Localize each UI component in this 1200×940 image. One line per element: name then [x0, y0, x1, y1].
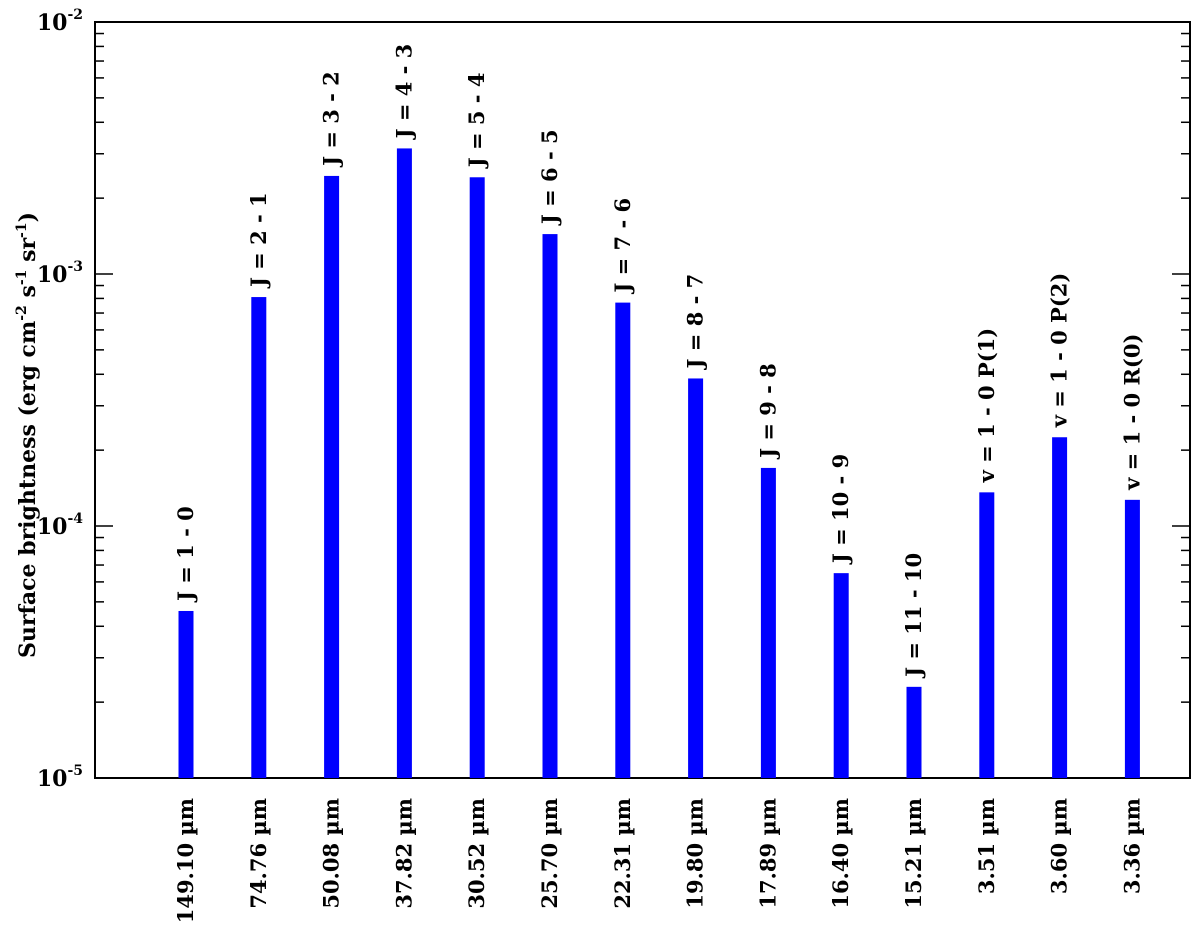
x-category-label: 74.76 µm	[246, 798, 271, 909]
x-category-label: 19.80 µm	[683, 798, 708, 909]
bar	[251, 297, 267, 778]
bar	[688, 378, 704, 778]
bar	[906, 686, 922, 778]
bar	[1052, 437, 1068, 778]
bar-line-label: J = 4 - 3	[391, 44, 416, 141]
bar	[178, 610, 194, 778]
bar	[1124, 499, 1140, 778]
ylabel-sr: sr	[15, 238, 41, 270]
y-tick-label: 10-2	[37, 7, 83, 36]
y-tick-label: 10-3	[37, 259, 83, 288]
bar-line-label: J = 8 - 7	[683, 274, 708, 371]
bar-line-label: J = 1 - 0	[173, 506, 198, 603]
plot-border	[94, 21, 1191, 779]
bar	[324, 175, 340, 778]
y-axis-ticks: 10-5 10-4 10-3 10-2	[37, 7, 1190, 792]
bar	[833, 573, 849, 778]
x-category-label: 149.10 µm	[173, 798, 198, 923]
x-category-label: 50.08 µm	[319, 798, 344, 909]
x-category-label: 37.82 µm	[391, 798, 416, 909]
x-category-label: 15.21 µm	[901, 798, 926, 909]
x-category-label: 3.60 µm	[1047, 798, 1072, 894]
bar-line-label: J = 7 - 6	[610, 198, 635, 295]
ylabel-close: )	[15, 212, 41, 222]
x-category-label: 17.89 µm	[755, 798, 780, 909]
y-tick-label: 10-5	[37, 763, 83, 792]
bar	[615, 302, 631, 778]
bar-labels: J = 1 - 0 J = 2 - 1 J = 3 - 2 J = 4 - 3 J = …	[173, 44, 1144, 679]
bar	[469, 177, 485, 778]
bar-line-label: J = 5 - 4	[464, 73, 489, 170]
x-category-label: 22.31 µm	[610, 798, 635, 909]
bar-line-label: J = 2 - 1	[246, 192, 271, 289]
bar-line-label: v = 1 - 0 R(0)	[1119, 334, 1144, 491]
bar	[542, 234, 558, 778]
bar-line-label: v = 1 - 0 P(1)	[974, 328, 999, 484]
bar-line-label: J = 3 - 2	[319, 71, 344, 168]
ylabel-sup2: -1	[14, 270, 30, 286]
ylabel-sup1: -2	[14, 305, 30, 321]
bar	[396, 148, 412, 779]
ylabel-s: s	[15, 285, 41, 305]
x-category-label: 30.52 µm	[464, 798, 489, 909]
bars	[178, 148, 1140, 779]
bar-line-label: J = 9 - 8	[755, 363, 780, 460]
bar-line-label: J = 6 - 5	[537, 129, 562, 226]
x-category-label: 25.70 µm	[537, 798, 562, 909]
bar	[979, 492, 995, 778]
bar-line-label: J = 11 - 10	[901, 553, 926, 679]
x-category-label: 16.40 µm	[828, 798, 853, 909]
ylabel-main: Surface brightness (erg cm	[15, 321, 41, 658]
x-axis-categories: 149.10 µm 74.76 µm 50.08 µm 37.82 µm 30.52 µ…	[173, 798, 1144, 923]
bar-line-label: v = 1 - 0 P(2)	[1047, 273, 1072, 429]
x-category-label: 3.51 µm	[974, 798, 999, 894]
x-category-label: 3.36 µm	[1119, 798, 1144, 894]
y-tick-label: 10-4	[37, 511, 83, 540]
plot-frame	[94, 21, 1191, 779]
ylabel-sup3: -1	[14, 222, 30, 238]
bar-line-label: J = 10 - 9	[828, 454, 853, 565]
y-axis-label: Surface brightness (erg cm-2 s-1 sr-1)	[14, 212, 41, 658]
bar	[760, 467, 776, 778]
